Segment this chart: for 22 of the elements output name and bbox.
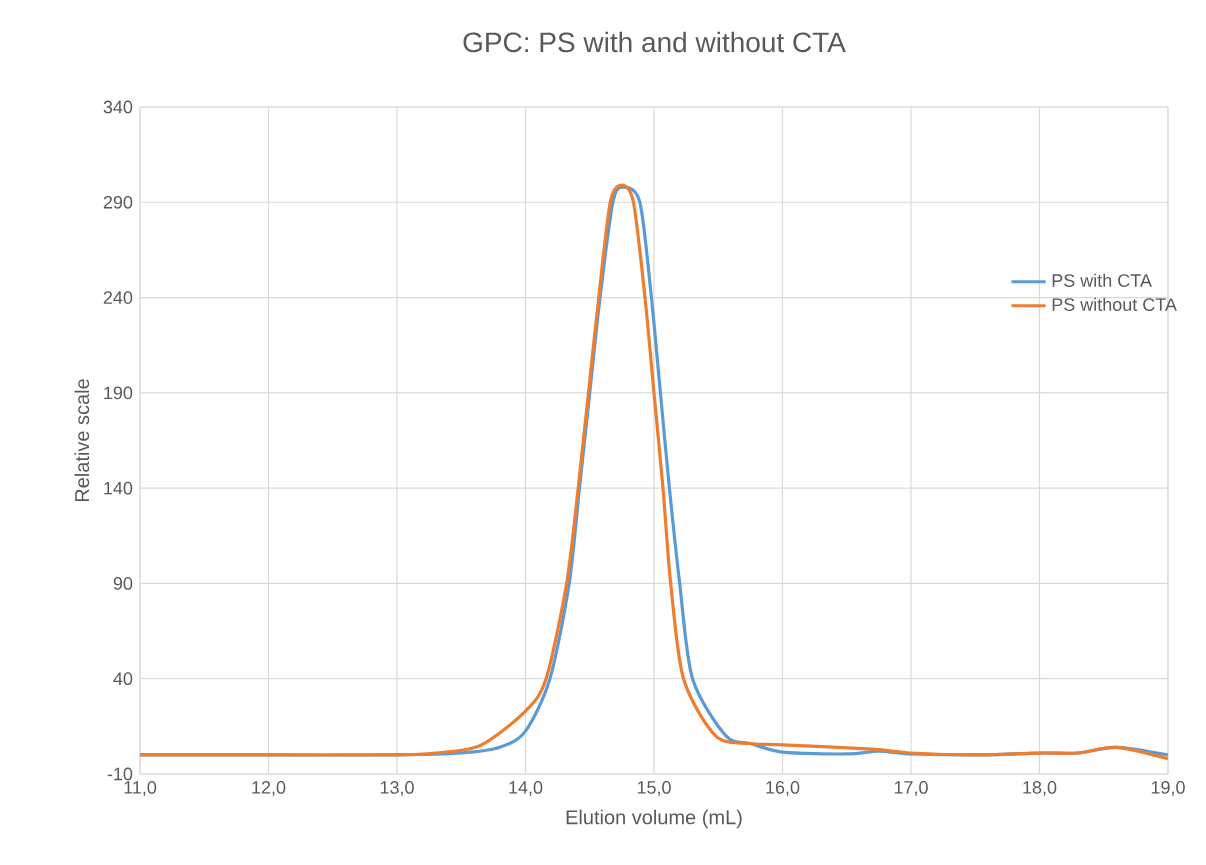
legend-label: PS with CTA [1052,273,1152,287]
y-tick-label: -10 [107,767,133,781]
y-tick-label: 90 [113,577,133,590]
legend-label: PS without CTA [1052,297,1177,311]
x-tick-label: 16,0 [766,781,800,796]
y-tick-label: 140 [104,481,133,495]
x-tick-label: 18,0 [1023,781,1057,796]
x-tick-label: 13,0 [380,781,414,796]
y-tick-label: 340 [103,100,133,114]
x-tick-label: 19,0 [1151,781,1185,796]
x-axis-title: Elution volume (mL) [566,809,742,829]
x-tick-label: 12,0 [252,781,286,796]
chart-title: GPC: PS with and without CTA [463,31,846,53]
x-tick-label: 14,0 [509,781,543,796]
y-tick-label: 240 [103,291,133,304]
y-axis-title: Relative scale [74,379,90,502]
x-tick-label: 17,0 [894,781,928,796]
y-tick-label: 40 [113,672,133,686]
x-tick-label: 15,0 [637,781,671,796]
x-tick-label: 11,0 [124,781,157,796]
y-tick-label: 190 [104,386,133,400]
y-tick-label: 290 [103,195,133,209]
